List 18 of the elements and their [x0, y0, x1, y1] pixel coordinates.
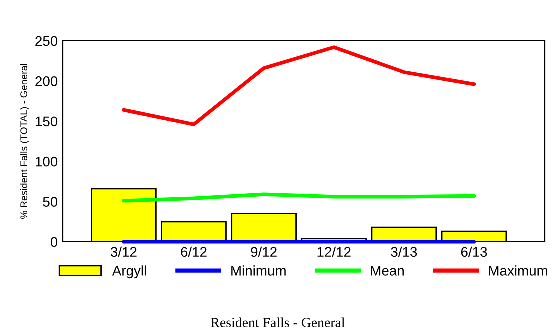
x-tick-label: 6/13 — [461, 246, 488, 258]
x-tick-label: 3/13 — [391, 246, 418, 258]
y-tick-label: 200 — [36, 76, 58, 86]
x-tick-label: 12/12 — [318, 246, 351, 258]
y-tick-label: 150 — [36, 116, 58, 127]
y-tick-label: 100 — [36, 156, 58, 167]
legend-label: Minimum — [232, 266, 286, 276]
text: Resident Falls - General — [211, 318, 346, 328]
y-tick-label: 250 — [36, 36, 58, 46]
y-axis-title: % Resident Falls (TOTAL) - General — [20, 64, 30, 220]
x-tick-label: 3/12 — [110, 246, 137, 258]
y-tick-label: 50 — [43, 197, 58, 207]
legend-label: Argyll — [112, 266, 146, 279]
y-tick-label: 0 — [50, 237, 58, 248]
legend-label: Maximum — [489, 266, 548, 276]
x-tick-label: 6/12 — [181, 246, 207, 258]
x-tick-label: 9/12 — [251, 246, 277, 258]
legend-label: Mean — [371, 266, 404, 276]
